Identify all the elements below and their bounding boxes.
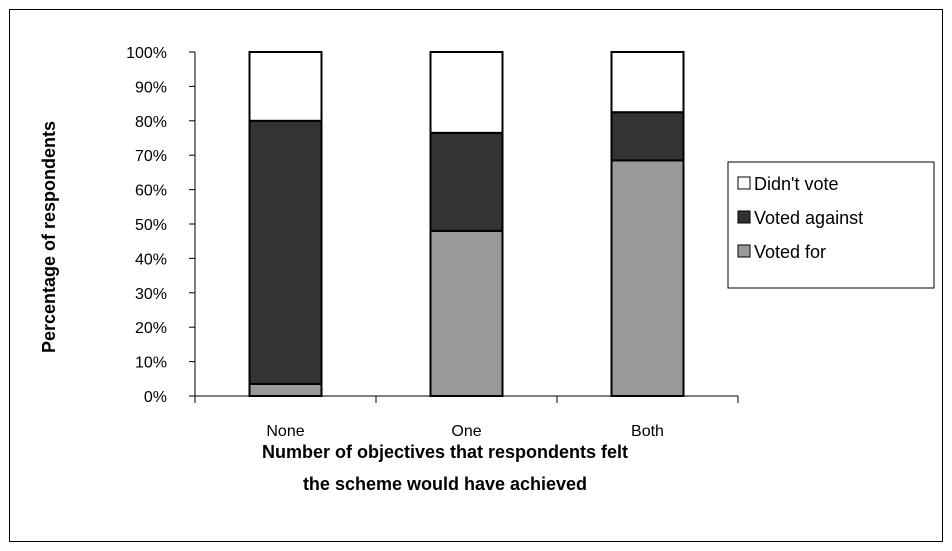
chart-frame: 0% 10% 20% 30% 40% 50% 60% 70% 80% 90% 100% None On…	[9, 9, 943, 542]
legend-swatch	[737, 210, 751, 224]
y-tick-label: 60%	[135, 183, 167, 200]
legend-label: Voted against	[754, 208, 863, 228]
x-tick-label: Both	[631, 423, 664, 440]
legend-swatch	[737, 176, 751, 190]
x-axis-ticks: None One Both	[194, 395, 739, 440]
y-tick-label: 100%	[126, 45, 167, 62]
y-tick-label: 90%	[135, 79, 167, 96]
bar-segment-didn-t-vote	[429, 51, 504, 134]
plot-area	[248, 51, 685, 397]
bar-segment-voted-for	[429, 229, 504, 397]
bar-segment-voted-against	[248, 119, 323, 385]
y-axis-title: Percentage of respondents	[39, 121, 59, 353]
x-axis-title-line-1: Number of objectives that respondents fe…	[262, 442, 628, 462]
bar-segment-didn-t-vote	[610, 51, 685, 114]
y-tick-label: 50%	[135, 217, 167, 234]
stacked-bar-chart: 0% 10% 20% 30% 40% 50% 60% 70% 80% 90% 100% None On…	[39, 45, 935, 494]
y-tick-label: 30%	[135, 286, 167, 303]
y-tick-label: 40%	[135, 251, 167, 268]
legend-label: Voted for	[754, 242, 826, 262]
y-tick-label: 70%	[135, 148, 167, 165]
bar-segment-voted-for	[610, 159, 685, 397]
bar-segment-voted-for	[248, 382, 323, 397]
bar-segment-voted-against	[610, 111, 685, 162]
x-tick-label: One	[451, 423, 481, 440]
y-tick-label: 0%	[144, 389, 167, 406]
y-axis-ticks: 0% 10% 20% 30% 40% 50% 60% 70% 80% 90% 100%	[126, 45, 196, 406]
bar-segment-voted-against	[429, 131, 504, 232]
x-axis-title-line-2: the scheme would have achieved	[303, 474, 587, 494]
x-tick-label: None	[266, 423, 304, 440]
y-tick-label: 80%	[135, 114, 167, 131]
y-tick-label: 10%	[135, 355, 167, 372]
legend-box	[727, 161, 935, 289]
bar-segment-didn-t-vote	[248, 51, 323, 122]
legend-swatch	[737, 244, 751, 258]
legend-label: Didn't vote	[754, 174, 838, 194]
y-tick-label: 20%	[135, 320, 167, 337]
legend: Didn't vote Voted against Voted for	[727, 161, 935, 289]
